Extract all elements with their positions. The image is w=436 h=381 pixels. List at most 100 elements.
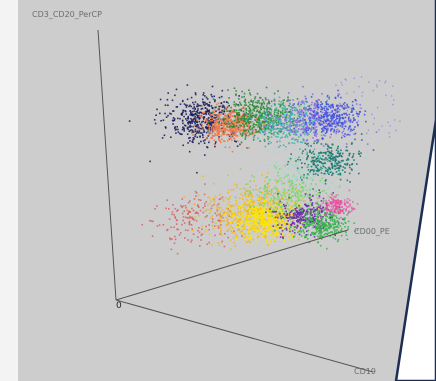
data-point (260, 229, 262, 231)
data-point (289, 180, 291, 182)
data-point (285, 210, 287, 213)
data-point (300, 103, 302, 106)
data-point (260, 233, 262, 235)
data-point (219, 211, 222, 213)
data-point (311, 93, 314, 96)
data-point (275, 210, 278, 213)
data-point (205, 113, 208, 116)
data-point (186, 209, 188, 212)
data-point (333, 209, 335, 212)
data-point (302, 216, 304, 219)
data-point (216, 225, 218, 227)
data-point (233, 241, 235, 244)
data-point (193, 103, 195, 106)
data-point (315, 206, 318, 208)
data-point (325, 151, 327, 154)
data-point (291, 222, 294, 225)
data-point (310, 113, 312, 115)
data-point (321, 108, 323, 111)
data-point (223, 101, 225, 103)
data-point (337, 150, 340, 152)
data-point (294, 217, 296, 219)
data-point (263, 233, 265, 235)
data-point (264, 194, 266, 197)
data-point (233, 230, 235, 232)
data-point (170, 113, 172, 115)
data-point (288, 183, 290, 186)
data-point (297, 114, 299, 117)
data-point (289, 115, 292, 117)
data-point (260, 223, 262, 226)
data-point (295, 121, 298, 124)
data-point (281, 110, 284, 112)
data-point (201, 127, 204, 129)
data-point (256, 225, 259, 228)
data-point (320, 200, 323, 202)
data-point (295, 184, 297, 186)
data-point (350, 143, 353, 145)
data-point (328, 150, 330, 153)
data-point (208, 224, 210, 226)
data-point (228, 120, 231, 122)
data-point (189, 140, 191, 142)
data-point (335, 171, 338, 173)
data-point (340, 149, 342, 152)
data-point (299, 141, 302, 143)
data-point (269, 214, 271, 216)
data-point (234, 196, 237, 198)
data-point (246, 120, 249, 123)
data-point (284, 191, 286, 194)
data-point (259, 113, 261, 116)
data-point (312, 233, 314, 235)
data-point (310, 104, 313, 106)
data-point (331, 110, 334, 112)
data-point (315, 158, 317, 161)
data-point (358, 113, 360, 115)
data-point (281, 222, 283, 224)
data-point (194, 118, 197, 120)
data-point (236, 208, 239, 210)
data-point (219, 197, 222, 200)
data-point (269, 208, 271, 210)
data-point (258, 210, 261, 212)
data-point (294, 194, 296, 197)
data-point (217, 131, 219, 134)
data-point (322, 209, 325, 212)
data-point (339, 212, 342, 215)
data-point (284, 207, 287, 210)
data-point (298, 156, 300, 158)
data-point (330, 214, 333, 216)
data-point (273, 128, 276, 130)
data-point (218, 133, 221, 136)
data-point (329, 210, 332, 212)
data-point (221, 214, 224, 216)
data-point (335, 196, 337, 198)
data-point (244, 98, 247, 101)
data-point (296, 210, 298, 213)
data-point (270, 218, 272, 221)
data-point (295, 207, 298, 209)
data-point (274, 119, 277, 122)
data-point (347, 212, 349, 215)
data-point (336, 217, 338, 219)
data-point (305, 113, 308, 115)
data-point (269, 178, 272, 181)
data-point (244, 132, 246, 134)
data-point (263, 230, 265, 233)
data-point (352, 155, 354, 157)
data-point (245, 111, 248, 114)
data-point (237, 114, 240, 116)
data-point (305, 140, 308, 142)
data-point (345, 107, 347, 109)
data-point (203, 130, 206, 132)
data-point (234, 121, 237, 123)
data-point (233, 124, 235, 127)
data-point (268, 223, 270, 226)
data-point (355, 99, 357, 102)
scatter-3d-plot[interactable]: CD3_CD20_PerCP CD00_PE CD19 0 (18, 0, 436, 381)
data-point (248, 229, 251, 232)
data-point (249, 103, 251, 106)
data-point (215, 110, 217, 112)
scatter-3d-plot-panel[interactable]: CD3_CD20_PerCP CD00_PE CD19 0 (18, 0, 436, 381)
data-point (172, 123, 174, 125)
